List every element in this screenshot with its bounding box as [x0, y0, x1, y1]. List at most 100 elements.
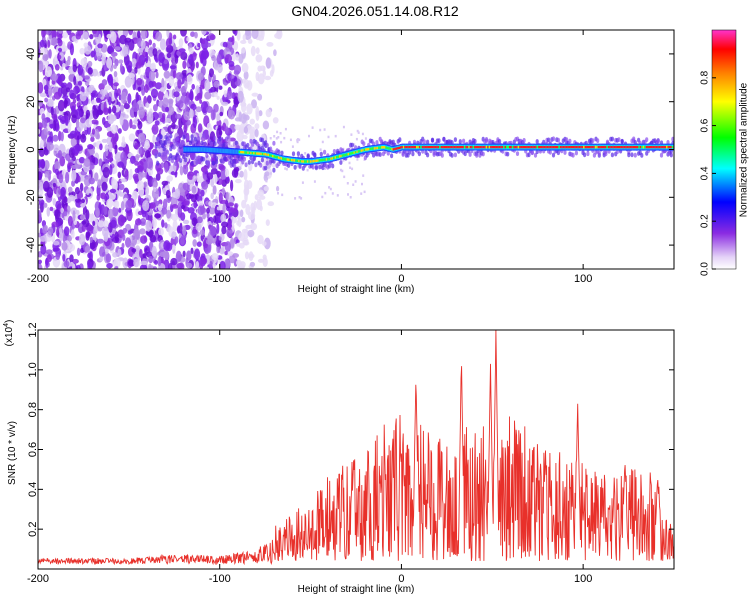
spectrogram-noise-cell [170, 171, 178, 176]
spectrogram-ridge-halo [184, 157, 188, 163]
spectrogram-ridge-core [568, 145, 571, 149]
spectrogram-faint-cell [273, 135, 276, 138]
spectrogram-ridge-band [222, 148, 225, 154]
spectrogram-noise-cell [239, 261, 246, 269]
spectrogram-faint-cell [327, 135, 330, 139]
spectrogram-ridge-halo [174, 155, 178, 161]
spectrogram-noise-cell [171, 204, 179, 209]
spectrogram-noise-cell [75, 120, 80, 129]
spectrogram-ridge-core [503, 145, 505, 149]
spectrogram-noise-cell [249, 261, 256, 267]
spectrogram-ridge-core [260, 152, 262, 156]
spectrogram-noise-cell [111, 233, 116, 240]
spectrogram-ridge-halo [548, 149, 552, 155]
spectrogram-noise-cell [59, 115, 67, 125]
spectrogram-noise-cell [76, 135, 80, 146]
snr-y-ticks: 0.2 0.4 0.6 0.8 1.0 1.2 [27, 322, 674, 537]
spectrogram-noise-cell [109, 188, 117, 193]
spectrogram-noise-cell [131, 76, 135, 85]
spectrogram-ridge-band [208, 147, 210, 153]
spectrogram-ridge-halo [157, 143, 161, 149]
spectrogram-ridge-halo [568, 138, 572, 144]
spectrogram-ridge-core [363, 148, 366, 152]
spectrogram-ridge-halo [229, 155, 233, 161]
spectrogram-ridge-halo [591, 138, 595, 144]
spectrogram-ridge-core [277, 156, 280, 159]
spectrogram-faint-cell [323, 128, 326, 131]
snr-y-label: SNR (10 * v/v) [7, 421, 18, 485]
spectrogram-noise-cell [69, 254, 74, 263]
spectrogram-ridge-core [244, 151, 246, 154]
spectrogram-noise-cell [173, 91, 180, 98]
spectrogram-noise-cell [81, 224, 86, 232]
spectrogram-ridge-halo [556, 137, 561, 143]
spectrogram-ridge-core [549, 145, 552, 149]
spectrogram-noise-cell [74, 187, 80, 195]
spectrogram-ridge-core [538, 145, 540, 149]
spectrogram-noise-cell [118, 59, 124, 64]
spectrogram-ridge-core [474, 145, 476, 149]
spectrogram-ridge-core [292, 159, 294, 162]
spectrogram-ridge-core [427, 145, 430, 149]
spectrogram-ridge-band [232, 149, 235, 154]
spectrogram-ridge-halo [169, 133, 173, 139]
spectrogram-noise-cell [251, 99, 257, 109]
spectrogram-noise-cell [222, 41, 228, 48]
spectrogram-ridge-core [466, 145, 469, 149]
spectrogram-ridge-core [452, 145, 454, 149]
spectrogram-noise-cell [213, 215, 217, 223]
spectrogram-noise-cell [87, 144, 94, 150]
spectrogram-noise-cell [247, 229, 255, 238]
spectrogram-noise-cell [200, 52, 204, 64]
spectrogram-ridge-halo [378, 152, 382, 157]
spectrogram-noise-cell [257, 93, 263, 101]
spectrogram-noise-cell [46, 254, 52, 263]
spectrogram-noise-cell [131, 248, 137, 253]
spectrogram-ridge-core [267, 153, 270, 157]
spectrogram-ridge-core [628, 145, 630, 149]
spectrogram-ridge-core [615, 145, 617, 149]
spectrogram-ridge-core [357, 150, 360, 153]
spectrogram-ridge-core [477, 145, 479, 149]
spectrogram-ridge-core [641, 145, 643, 149]
spectrogram-ridge-halo [291, 151, 296, 157]
spectrogram-noise-cell [49, 206, 54, 212]
spectrogram-ridge-core [372, 147, 374, 150]
spectrogram-ridge-core [304, 160, 306, 163]
spectrogram-ridge-core [564, 145, 566, 149]
spectrogram-noise-cell [216, 95, 220, 100]
spectrogram-noise-cell [209, 68, 214, 78]
spectrogram-noise-cell [101, 56, 106, 66]
spectrogram-noise-cell [145, 102, 150, 108]
spectrogram-noise-cell [190, 247, 194, 254]
spectrogram-y-tick-label: -20 [25, 189, 37, 205]
spectrogram-noise-cell [60, 195, 65, 200]
spectrogram-noise-cell [129, 118, 133, 129]
spectrogram-ridge-halo [390, 153, 394, 159]
spectrogram-noise-cell [166, 52, 172, 59]
spectrogram-noise-cell [210, 192, 214, 200]
spectrogram-noise-cell [225, 54, 232, 64]
spectrogram-ridge-core [430, 145, 433, 149]
spectrogram-noise-cell [174, 54, 179, 64]
spectrogram-ridge-core [629, 145, 632, 149]
spectrogram-noise-cell [238, 53, 244, 64]
spectrogram-ridge-core [321, 158, 324, 162]
spectrogram-noise-cell [85, 231, 91, 239]
spectrogram-noise-cell [182, 219, 190, 225]
spectrogram-ridge-halo [306, 154, 310, 160]
spectrogram-noise-cell [166, 175, 173, 182]
spectrogram-noise-cell [91, 99, 97, 105]
spectrogram-ridge-band [205, 147, 207, 152]
spectrogram-ridge-halo [311, 164, 315, 170]
spectrogram-ridge-core [341, 154, 344, 157]
spectrogram-noise-cell [99, 143, 103, 151]
spectrogram-noise-cell [135, 218, 142, 226]
spectrogram-noise-cell [152, 266, 158, 269]
spectrogram-noise-cell [118, 183, 125, 191]
spectrogram-ridge-core [670, 145, 672, 149]
spectrogram-noise-cell [109, 31, 117, 44]
spectrogram-ridge-halo [206, 160, 210, 166]
spectrogram-ridge-halo [453, 152, 457, 158]
